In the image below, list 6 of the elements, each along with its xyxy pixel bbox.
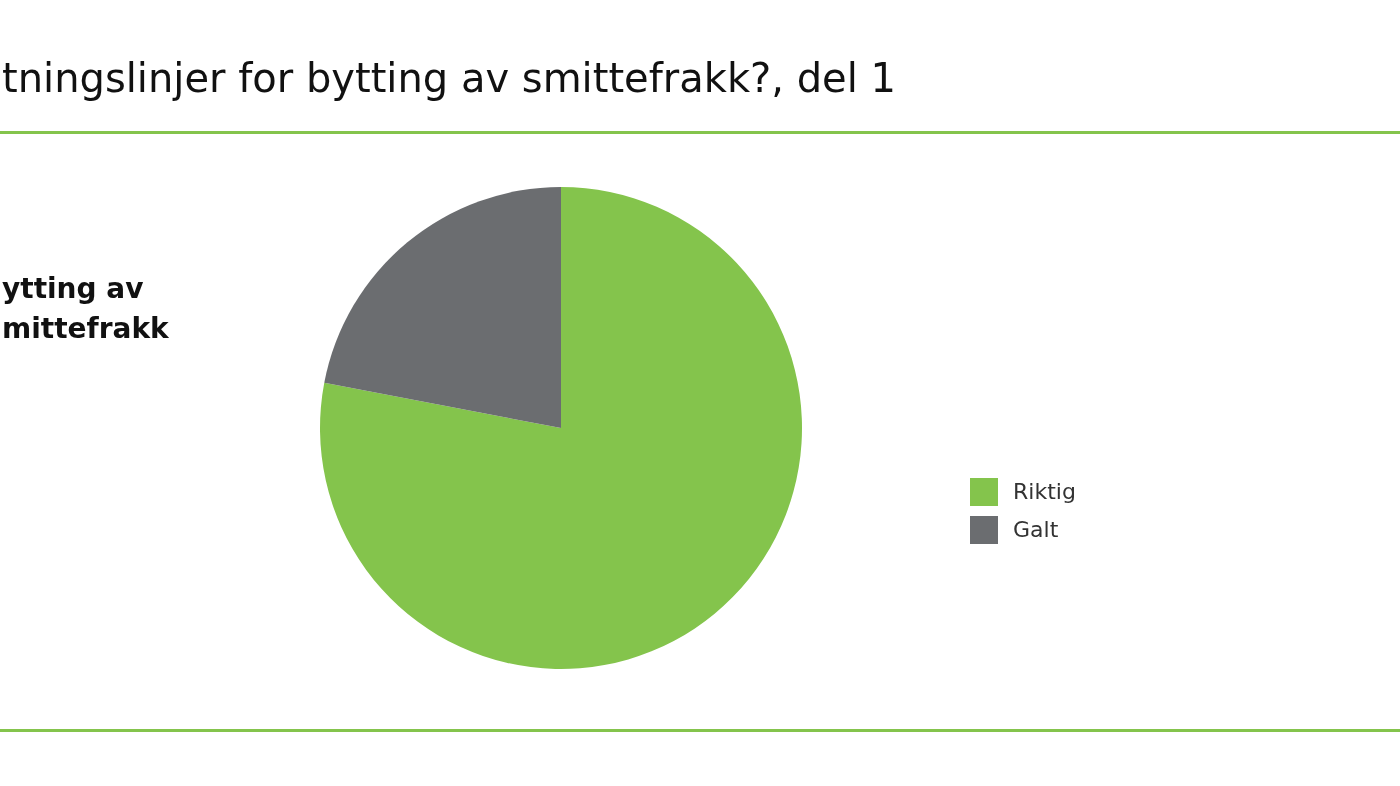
pie-slice bbox=[320, 187, 802, 669]
legend-label: Galt bbox=[1013, 517, 1059, 542]
pie-slice bbox=[324, 187, 561, 428]
legend-label: Riktig bbox=[1013, 479, 1076, 504]
text: ytting av mittefrakk bbox=[2, 272, 171, 345]
chart-title: tningslinjer for bytting av smittefrakk?, del 1 bbox=[2, 55, 897, 101]
